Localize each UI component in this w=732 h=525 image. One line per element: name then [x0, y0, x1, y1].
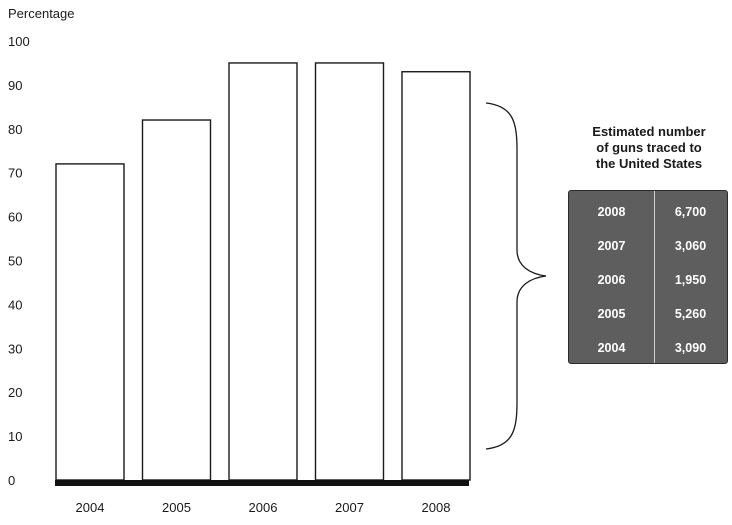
table-title-line: Estimated number	[592, 124, 706, 139]
table-row: 2006 1,950	[569, 263, 727, 297]
y-tick-label: 40	[8, 297, 22, 312]
table-cell-year: 2007	[597, 239, 626, 253]
table-row: 2004 3,090	[569, 331, 727, 365]
bar-2008	[401, 71, 471, 481]
table-row: 2008 6,700	[569, 195, 727, 229]
y-tick-label: 90	[8, 78, 22, 93]
y-axis-label: Percentage	[8, 6, 75, 21]
x-tick-label: 2008	[422, 500, 451, 515]
bar-2005	[141, 119, 212, 481]
table-cell-year: 2008	[597, 205, 626, 219]
curly-brace	[485, 102, 547, 450]
x-axis-baseline	[55, 480, 469, 486]
y-tick-label: 10	[8, 429, 22, 444]
y-tick-label: 20	[8, 385, 22, 400]
y-tick-label: 80	[8, 122, 22, 137]
table-column-divider	[654, 191, 655, 363]
guns-traced-table: 2008 6,700 2007 3,060 2006 1,950 2005 5,…	[568, 190, 728, 364]
bar-2004	[55, 163, 125, 481]
table-cell-year: 2005	[597, 307, 626, 321]
y-tick-label: 70	[8, 166, 22, 181]
y-tick-label: 0	[8, 473, 15, 488]
table-cell-value: 3,090	[674, 341, 707, 355]
y-tick-label: 30	[8, 341, 22, 356]
y-tick-label: 50	[8, 254, 22, 269]
y-tick-label: 100	[8, 34, 30, 49]
table-title: Estimated number of guns traced to the U…	[566, 124, 732, 172]
table-title-line: the United States	[595, 156, 703, 171]
x-tick-label: 2005	[162, 500, 191, 515]
table-title-line: of guns traced to	[596, 140, 702, 155]
table-cell-value: 1,950	[674, 273, 707, 287]
x-tick-label: 2007	[335, 500, 364, 515]
table-cell-value: 6,700	[674, 205, 707, 219]
table-cell-year: 2006	[597, 273, 626, 287]
bars	[55, 62, 471, 481]
y-tick-labels: 0 10 20 30 40 50 60 70 80 90 100	[8, 34, 30, 488]
x-tick-label: 2006	[249, 500, 278, 515]
table-cell-year: 2004	[597, 341, 626, 355]
table-row: 2005 5,260	[569, 297, 727, 331]
table-cell-value: 3,060	[674, 239, 707, 253]
table-cell-value: 5,260	[674, 307, 707, 321]
table-row: 2007 3,060	[569, 229, 727, 263]
bar-2007	[314, 62, 385, 481]
x-tick-labels: 2004 2005 2006 2007 2008	[76, 500, 451, 515]
y-tick-label: 60	[8, 210, 22, 225]
bar-2006	[228, 62, 298, 481]
x-tick-label: 2004	[76, 500, 105, 515]
